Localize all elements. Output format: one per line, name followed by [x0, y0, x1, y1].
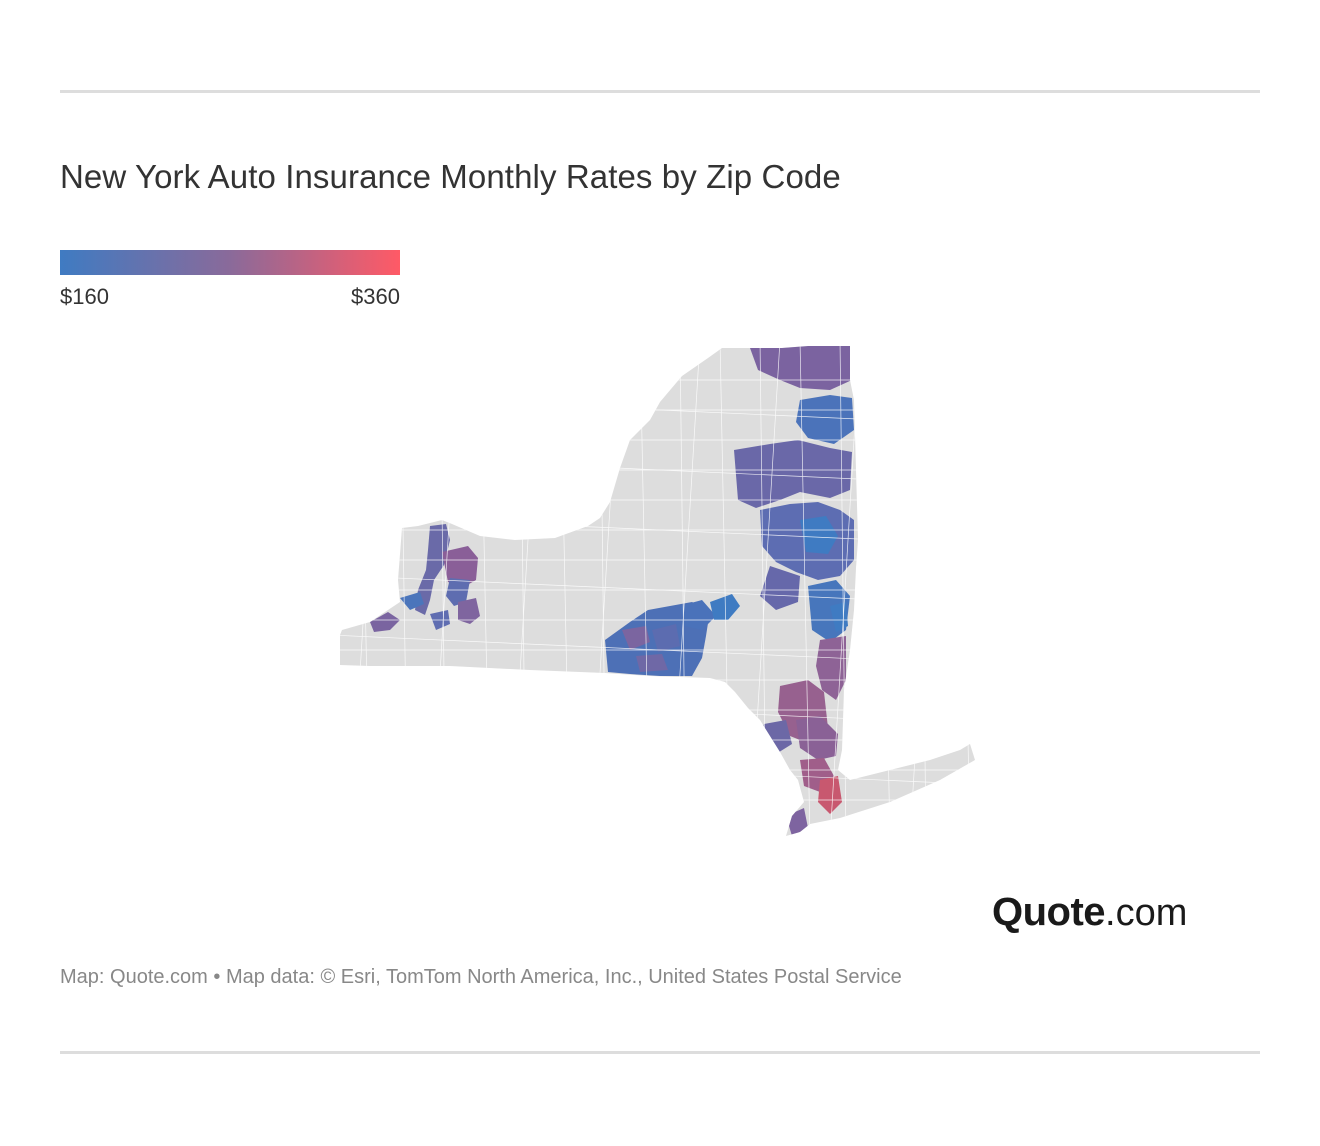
- map-credit: Map: Quote.com • Map data: © Esri, TomTo…: [60, 966, 902, 988]
- top-divider: [60, 90, 1260, 93]
- choropleth-map: [340, 346, 975, 836]
- legend-gradient-bar: [60, 250, 400, 275]
- state-base: [340, 346, 975, 836]
- map-title: New York Auto Insurance Monthly Rates by…: [60, 158, 841, 195]
- color-legend: $160 $360: [60, 250, 400, 310]
- legend-max-label: $360: [351, 284, 400, 309]
- bottom-divider: [60, 1051, 1260, 1054]
- quote-com-logo: Quote.com: [992, 892, 1187, 932]
- logo-wordmark-light: .com: [1105, 892, 1188, 934]
- legend-min-label: $160: [60, 284, 109, 309]
- zip-areas: [370, 346, 854, 836]
- logo-wordmark-bold: Quote: [992, 890, 1106, 934]
